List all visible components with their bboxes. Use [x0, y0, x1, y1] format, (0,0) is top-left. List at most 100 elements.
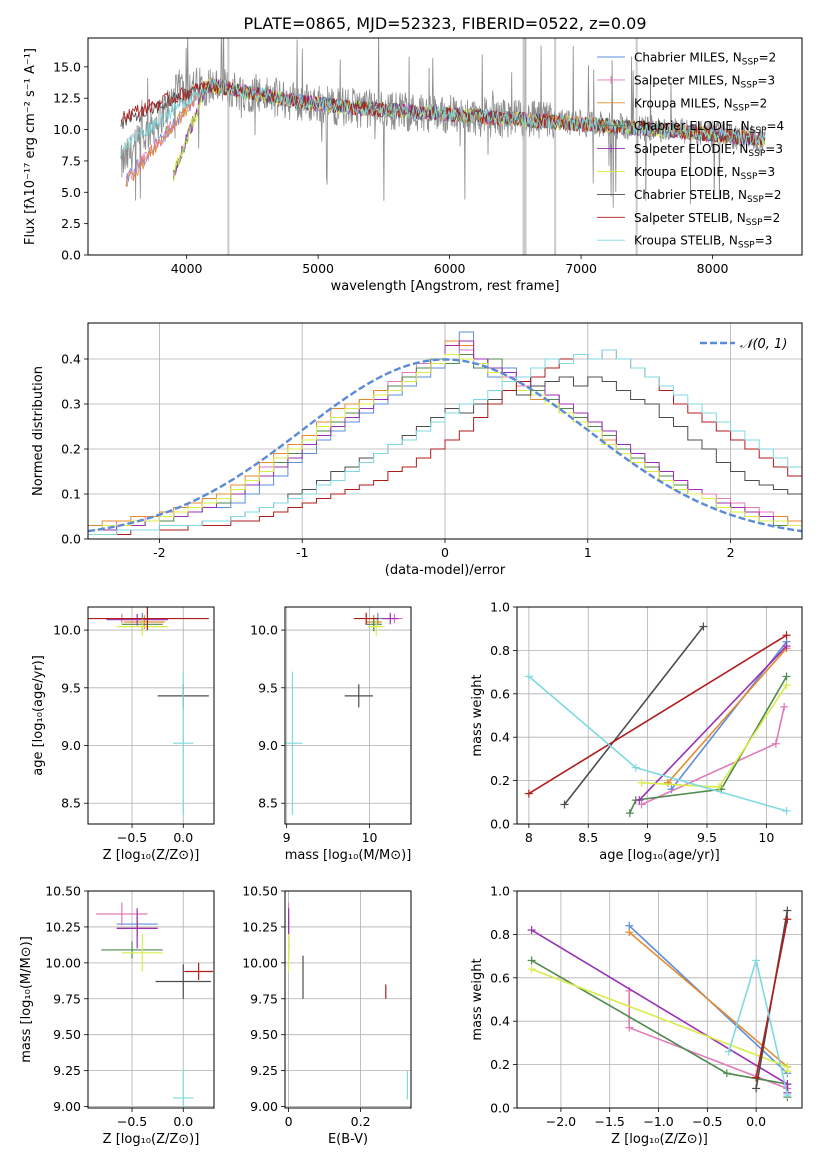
- y-tick-label: 8.5: [258, 796, 278, 811]
- weight-line-salpeter-elodie: [638, 645, 788, 801]
- y-tick-label: 0.8: [490, 643, 510, 658]
- masked-region: [554, 38, 557, 255]
- y-tick-label: 15.0: [53, 59, 81, 74]
- mass_vs_EBV-grid: [285, 890, 411, 1108]
- error-point: [96, 902, 148, 926]
- y-tick-label: 0.2: [490, 1057, 510, 1072]
- residuals-plot-area: [88, 331, 802, 535]
- x-tick-label: 10: [362, 830, 378, 845]
- y-tick-label: 9.5: [61, 680, 81, 695]
- y-tick-label: 0.6: [490, 686, 510, 701]
- legend-label-main: Chabrier ELODIE, N: [634, 119, 750, 133]
- x-axis-label: wavelength [Angstrom, rest frame]: [331, 279, 560, 294]
- x-tick-label: 8.5: [578, 830, 598, 845]
- weight_vs_age-grid: [517, 606, 802, 825]
- legend-label: Salpeter MILES, NSSP=3: [634, 73, 775, 90]
- weight-marker: [752, 1084, 761, 1093]
- weight-marker: [722, 1069, 731, 1078]
- y-tick-label: 10.50: [242, 884, 278, 899]
- y-tick-label: 10.0: [250, 623, 278, 638]
- weight-line-salpeter-stelib: [755, 919, 789, 1078]
- y-tick-label: 0.4: [61, 352, 81, 367]
- x-axis-label: age [log₁₀(age/yr)]: [599, 848, 720, 863]
- error-point: [173, 1069, 194, 1108]
- mass_vs_Z-panel: −0.5 0.0 9.00 9.25 9.50 9.75 10.00 10.25 10.50 Z …: [19, 884, 215, 1147]
- legend-label-main: Kroupa MILES, N: [634, 96, 733, 110]
- x-tick-label: 9.5: [697, 830, 717, 845]
- mass_vs_EBV-plot-area: [288, 902, 408, 1100]
- y-axis-label: mass weight: [470, 958, 485, 1040]
- y-tick-label: 0.6: [490, 970, 510, 985]
- legend-label-main: Salpeter MILES, N: [634, 73, 741, 87]
- y-tick-label: 0.0: [61, 248, 81, 263]
- y-tick-label: 9.0: [61, 738, 81, 753]
- y-tick-label: 9.25: [250, 1063, 278, 1078]
- weight_vs_age-panel: 8 8.5 9 9.5 10 0.0 0.2 0.4 0.6 0.8 1.0 age [log₁₀(a…: [470, 600, 803, 863]
- age_vs_mass-grid: [285, 607, 411, 824]
- y-tick-label: 5.0: [61, 185, 81, 200]
- legend-label-main: Salpeter ELODIE, N: [634, 142, 748, 156]
- weight-marker: [637, 778, 646, 787]
- legend-label-main: Kroupa STELIB, N: [634, 234, 738, 248]
- masked-region: [227, 38, 230, 255]
- y-tick-label: 9.0: [258, 738, 278, 753]
- weight-line-chabrier-stelib: [563, 626, 705, 805]
- legend-label-value: =2: [759, 51, 777, 65]
- age_vs_Z-panel: −0.5 0.0 8.5 9.0 9.5 10.0 Z [log₁₀(Z/Z⊙)] age […: [31, 606, 215, 863]
- legend-label-main: Kroupa ELODIE, N: [634, 165, 741, 179]
- legend-label: Kroupa MILES, NSSP=2: [634, 96, 767, 113]
- x-tick-label: 0.0: [173, 1114, 193, 1129]
- weight-marker: [527, 926, 536, 935]
- weight_vs_Z-frame: [516, 890, 803, 1109]
- x-tick-label: 0.2: [351, 1114, 371, 1129]
- x-axis-label: Z [log₁₀(Z/Z⊙)]: [103, 1132, 200, 1147]
- x-tick-label: −0.5: [692, 1114, 722, 1129]
- x-tick-label: 0.0: [173, 830, 193, 845]
- legend-label-sub: SSP: [738, 241, 755, 251]
- y-tick-label: 2.5: [61, 216, 81, 231]
- weight-marker: [783, 915, 792, 924]
- weight-marker: [560, 800, 569, 809]
- x-tick-label: 0: [285, 1114, 293, 1129]
- spectrum-plot-area: [120, 38, 766, 255]
- weight-marker: [780, 702, 789, 711]
- y-tick-label: 9.50: [250, 1027, 278, 1042]
- y-axis-label: age [log₁₀(age/yr)]: [31, 655, 46, 776]
- y-tick-label: 12.5: [53, 91, 81, 106]
- error-point: [344, 684, 373, 708]
- legend-label-sub: SSP: [748, 149, 765, 159]
- weight-marker: [752, 956, 761, 965]
- weight_vs_age-plot-area: [524, 622, 791, 818]
- weight-marker: [699, 622, 708, 631]
- weight-marker: [782, 681, 791, 690]
- error-point: [381, 612, 399, 625]
- spectrum-panel: 4000 5000 6000 7000 8000 0.0 2.5 5.0 7.5 10.0 12.5…: [23, 37, 803, 294]
- age_vs_mass-panel: 9 10 8.5 9.0 9.5 10.0 mass [log₁₀(M/M⊙)]: [250, 606, 412, 863]
- weight-line-chabrier-elodie: [531, 959, 789, 1098]
- weight-marker: [782, 806, 791, 815]
- legend-label: Chabrier MILES, NSSP=2: [634, 51, 776, 68]
- mass_vs_Z-frame: [87, 890, 215, 1109]
- weight-marker: [782, 631, 791, 640]
- x-tick-label: 9: [283, 830, 291, 845]
- x-tick-label: -2: [153, 545, 165, 560]
- x-tick-label: 0.0: [746, 1114, 766, 1129]
- error-point: [365, 617, 382, 632]
- y-tick-label: 9.50: [53, 1027, 81, 1042]
- y-tick-label: 9.5: [258, 680, 278, 695]
- error-point: [101, 941, 163, 959]
- error-point: [367, 617, 385, 636]
- weight-marker: [782, 672, 791, 681]
- legend-label: Chabrier STELIB, NSSP=2: [634, 188, 782, 205]
- y-tick-label: 8.5: [61, 796, 81, 811]
- legend-label: Kroupa ELODIE, NSSP=3: [634, 165, 775, 182]
- weight-marker: [625, 809, 634, 818]
- weight-marker: [625, 928, 634, 937]
- y-tick-label: 0.4: [490, 1014, 510, 1029]
- y-axis-label: mass [log₁₀(M/M⊙)]: [19, 936, 34, 1063]
- x-tick-label: −1.5: [595, 1114, 625, 1129]
- x-tick-label: −0.5: [117, 830, 147, 845]
- x-tick-label: 2: [727, 545, 735, 560]
- y-tick-label: 9.00: [250, 1099, 278, 1114]
